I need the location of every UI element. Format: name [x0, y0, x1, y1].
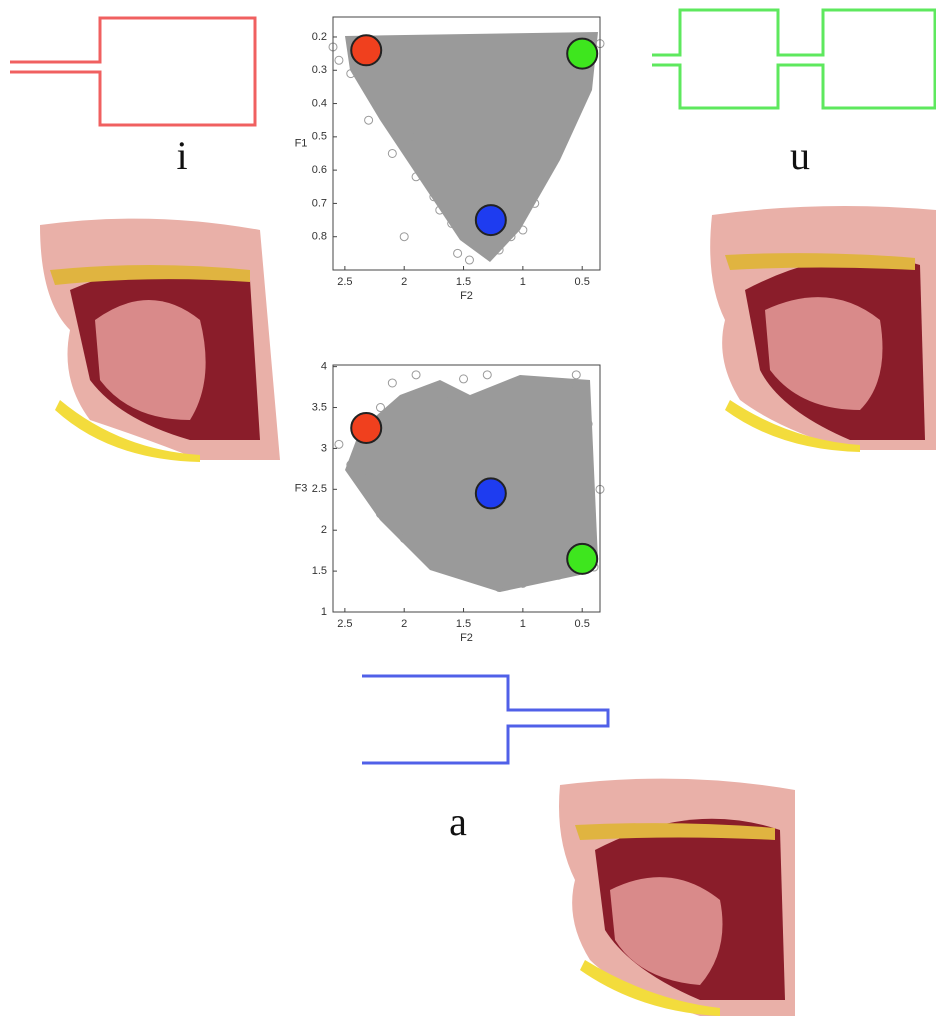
data-point: [447, 394, 457, 404]
data-point: [387, 378, 397, 388]
y-tick-label: 0.4: [312, 97, 327, 109]
plot-frame: [332, 364, 601, 613]
y-tick-label: 3.5: [312, 401, 327, 413]
x-axis-label: F2: [460, 290, 473, 302]
data-point: [459, 374, 469, 384]
data-point: [334, 55, 344, 65]
y-tick-label: 0.6: [312, 164, 327, 176]
data-point: [447, 218, 457, 228]
data-point: [411, 172, 421, 182]
vowel-label: i: [176, 133, 187, 178]
data-point: [346, 460, 356, 470]
y-tick-label: 0.5: [312, 131, 327, 143]
x-tick-label: 2.5: [337, 276, 352, 288]
data-point: [423, 550, 433, 560]
x-tick-label: 1: [520, 618, 526, 630]
data-point: [530, 378, 540, 388]
y-tick-label: 0.7: [312, 197, 327, 209]
data-point: [553, 570, 563, 580]
vocal-tract-illustration: [40, 218, 280, 462]
data-point: [375, 509, 385, 519]
y-axis-label: F1: [295, 137, 308, 149]
data-point: [375, 403, 385, 413]
tube-a: [362, 674, 610, 765]
data-point: [518, 225, 528, 235]
cloud-region: [345, 32, 598, 262]
vowel-marker: [474, 204, 507, 237]
y-tick-label: 3: [321, 442, 327, 454]
vocal-tract-illustration: [710, 206, 936, 452]
tube-i: [10, 16, 257, 127]
y-tick-label: 2: [321, 524, 327, 536]
data-point: [482, 370, 492, 380]
data-point: [399, 533, 409, 543]
y-tick-label: 0.3: [312, 64, 327, 76]
y-tick-label: 0.2: [312, 31, 327, 43]
data-point: [542, 165, 552, 175]
vowel-marker: [350, 411, 383, 444]
x-tick-label: 2: [401, 276, 407, 288]
data-point: [506, 232, 516, 242]
data-point: [583, 419, 593, 429]
vowel-marker: [474, 477, 507, 510]
data-point: [364, 468, 374, 478]
data-point: [364, 115, 374, 125]
data-point: [565, 386, 575, 396]
data-point: [453, 248, 463, 258]
data-point: [334, 439, 344, 449]
vocal-tract-illustration: [559, 778, 795, 1016]
y-tick-label: 1: [321, 606, 327, 618]
x-tick-label: 0.5: [575, 618, 590, 630]
x-tick-label: 1.5: [456, 618, 471, 630]
data-point: [565, 105, 575, 115]
vowel-label: a: [449, 799, 467, 844]
x-tick-label: 0.5: [575, 276, 590, 288]
y-tick-label: 4: [321, 361, 327, 373]
data-point: [375, 99, 385, 109]
vowel-marker: [566, 542, 599, 575]
cloud-region: [345, 375, 598, 592]
data-point: [346, 69, 356, 79]
data-point: [387, 148, 397, 158]
data-point: [530, 198, 540, 208]
x-tick-label: 2: [401, 618, 407, 630]
data-point: [459, 570, 469, 580]
data-point: [464, 255, 474, 265]
x-tick-label: 1: [520, 276, 526, 288]
data-point: [553, 132, 563, 142]
data-point: [405, 132, 415, 142]
data-point: [494, 582, 504, 592]
vowel-marker: [350, 34, 383, 67]
y-axis-label: F3: [295, 482, 308, 494]
tube-u: [652, 8, 936, 110]
y-tick-label: 1.5: [312, 565, 327, 577]
data-point: [399, 232, 409, 242]
data-point: [435, 205, 445, 215]
x-axis-label: F2: [460, 632, 473, 644]
data-point: [494, 245, 504, 255]
data-point: [518, 578, 528, 588]
y-tick-label: 0.8: [312, 231, 327, 243]
vowel-marker: [566, 37, 599, 70]
data-point: [411, 370, 421, 380]
y-tick-label: 2.5: [312, 483, 327, 495]
data-point: [571, 370, 581, 380]
vowel-label: u: [790, 133, 810, 178]
data-point: [429, 192, 439, 202]
x-tick-label: 1.5: [456, 276, 471, 288]
x-tick-label: 2.5: [337, 618, 352, 630]
plot-frame: [332, 16, 601, 271]
